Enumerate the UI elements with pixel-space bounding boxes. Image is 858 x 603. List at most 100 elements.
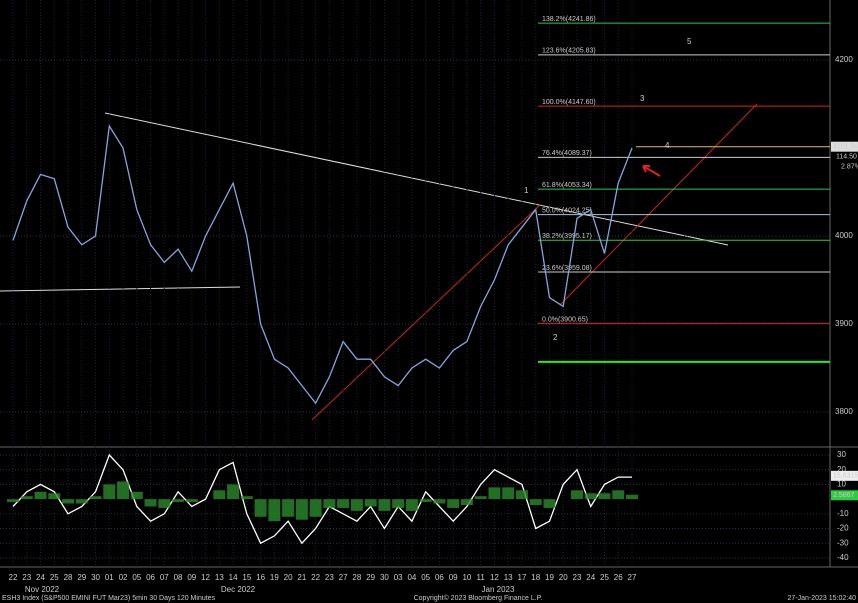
x-tick-label: 09 (187, 573, 196, 582)
y-tick-label: 3800 (835, 407, 853, 416)
bar (34, 491, 47, 500)
y-tick-label: 30 (837, 450, 846, 459)
bar (323, 499, 336, 508)
bar (502, 487, 515, 500)
x-tick-label: 22 (9, 573, 18, 582)
bar (103, 484, 116, 500)
x-tick-label: 18 (531, 573, 540, 582)
series-line (12, 453, 632, 545)
fib-label: 23.6%(3959.08) (542, 265, 592, 272)
x-tick-label: 09 (449, 573, 458, 582)
x-tick-label: 28 (352, 573, 361, 582)
wave-label: 2 (553, 333, 558, 342)
x-tick-label: 10 (462, 573, 471, 582)
bar (7, 499, 19, 503)
wave-label: 5 (687, 37, 692, 46)
x-tick-label: 08 (174, 573, 183, 582)
y-tick-label: 4200 (835, 55, 853, 64)
last-value-tag (831, 490, 858, 501)
last-price-tag (831, 141, 858, 152)
x-tick-label: 19 (270, 573, 279, 582)
x-tick-label: 12 (201, 573, 210, 582)
bar (584, 493, 597, 500)
y-tick-label: 4000 (835, 231, 853, 240)
x-tick-label: 29 (77, 573, 86, 582)
bar (488, 487, 501, 500)
last-price: 4101.50 (833, 144, 858, 151)
x-tick-label: 23 (573, 573, 582, 582)
y-tick-label: 20 (837, 465, 846, 474)
x-tick-label: 05 (421, 573, 430, 582)
series-line (12, 124, 633, 405)
x-tick-label: 26 (614, 573, 623, 582)
x-tick-label: 23 (325, 573, 334, 582)
bar (392, 499, 405, 508)
fib-label: 123.6%(4205.83) (542, 48, 596, 55)
bar (350, 499, 363, 511)
bar (62, 499, 75, 504)
bar (433, 499, 446, 504)
x-tick-label: 14 (229, 573, 238, 582)
x-tick-label: 29 (366, 573, 375, 582)
x-tick-label: 06 (435, 573, 444, 582)
bar (282, 499, 295, 517)
month-label: Jan 2023 (482, 585, 515, 594)
x-tick-label: 20 (284, 573, 293, 582)
bar (48, 493, 61, 500)
x-tick-label: 24 (36, 573, 45, 582)
bar (213, 490, 226, 500)
x-tick-label: 30 (380, 573, 389, 582)
bar (268, 499, 281, 522)
fib-label: 61.8%(4053.34) (542, 182, 592, 189)
fib-label: 50.0%(4024.25) (542, 208, 592, 215)
arrow (642, 165, 661, 177)
x-tick-label: 30 (91, 573, 100, 582)
x-tick-label: 27 (339, 573, 348, 582)
x-tick-label: 25 (50, 573, 59, 582)
x-tick-label: 07 (160, 573, 169, 582)
y-tick-label: 10 (837, 480, 846, 489)
x-tick-label: 16 (256, 573, 265, 582)
x-tick-label: 22 (311, 573, 320, 582)
bar (447, 499, 460, 508)
bar (254, 499, 267, 517)
x-tick-label: 04 (407, 573, 416, 582)
wave-label: 1 (524, 186, 529, 195)
bar (626, 494, 638, 500)
month-label: Dec 2022 (221, 585, 256, 594)
bar (144, 499, 157, 507)
bar (240, 496, 253, 500)
x-tick-label: 13 (504, 573, 513, 582)
last-value-tag (831, 470, 858, 481)
y-tick-label: -30 (837, 538, 849, 547)
bar (89, 496, 102, 500)
footer-center: Copyright© 2023 Bloomberg Finance L.P. (414, 594, 543, 602)
bar (117, 481, 130, 500)
fib-label: 0.0%(3900.65) (542, 316, 588, 323)
trendline (104, 112, 729, 246)
trendline (0, 286, 241, 292)
x-tick-label: 15 (242, 573, 251, 582)
x-tick-label: 24 (586, 573, 595, 582)
bar (20, 496, 33, 500)
x-tick-label: 28 (64, 573, 73, 582)
wave-label: 4 (665, 141, 670, 150)
bar (364, 499, 377, 507)
bar (515, 490, 528, 500)
x-tick-label: 17 (518, 573, 527, 582)
y-tick-label: -20 (837, 524, 849, 533)
bar (405, 499, 418, 511)
y-tick-label: -10 (837, 509, 849, 518)
x-tick-label: 21 (297, 573, 306, 582)
footer-left: ESH3 Index (S&P500 EMINI FUT Mar23) 5min… (2, 595, 216, 602)
x-tick-label: 11 (477, 573, 486, 582)
month-label: Nov 2022 (25, 585, 60, 594)
bar (158, 499, 171, 508)
y-tick-label: 3900 (835, 319, 853, 328)
x-tick-label: 12 (490, 573, 499, 582)
x-tick-label: 20 (559, 573, 568, 582)
bar (378, 499, 391, 511)
fib-label: 38.2%(3995.17) (542, 233, 592, 240)
bar (172, 499, 185, 503)
